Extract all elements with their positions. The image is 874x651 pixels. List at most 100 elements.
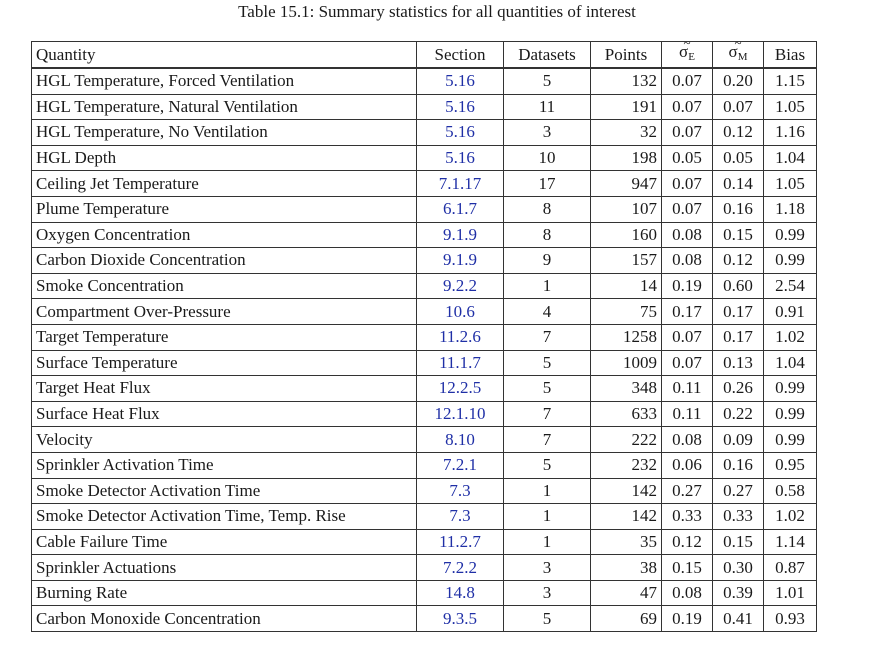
cell-bias: 0.87: [763, 554, 817, 581]
cell-section-link[interactable]: 9.1.9: [416, 247, 504, 274]
cell-section-link[interactable]: 9.1.9: [416, 221, 504, 249]
sigma-e-symbol: ~ σE: [679, 35, 695, 63]
cell-points: 75: [590, 298, 662, 325]
table-header-row: Quantity Section Datasets Points ~ σE ~ σM…: [31, 35, 817, 69]
cell-section-link[interactable]: 9.2.2: [416, 272, 504, 300]
cell-section-link[interactable]: 7.1.17: [416, 170, 504, 197]
cell-sigma-m: 0.15: [712, 528, 764, 556]
cell-sigma-m: 0.26: [712, 375, 764, 402]
cell-section-link[interactable]: 7.2.1: [416, 451, 504, 479]
cell-quantity: Ceiling Jet Temperature: [31, 170, 417, 197]
table-row: Smoke Detector Activation Time 7.3 1 142 0.2…: [31, 477, 817, 505]
cell-section-link[interactable]: 5.16: [416, 119, 504, 146]
cell-sigma-e: 0.33: [661, 503, 713, 530]
cell-datasets: 8: [503, 195, 591, 223]
header-points: Points: [590, 41, 662, 69]
cell-section-link[interactable]: 12.1.10: [416, 400, 504, 428]
table-row: HGL Temperature, Forced Ventilation 5.16 5…: [31, 67, 817, 95]
cell-quantity: Burning Rate: [31, 579, 417, 607]
cell-section-link[interactable]: 8.10: [416, 426, 504, 453]
sigma-m-symbol: ~ σM: [728, 35, 748, 63]
cell-section-link[interactable]: 11.1.7: [416, 349, 504, 377]
cell-section-link[interactable]: 12.2.5: [416, 375, 504, 402]
cell-section-link[interactable]: 14.8: [416, 579, 504, 607]
cell-bias: 1.15: [763, 67, 817, 95]
cell-sigma-e: 0.11: [661, 400, 713, 428]
cell-datasets: 7: [503, 400, 591, 428]
cell-bias: 0.93: [763, 605, 817, 633]
cell-sigma-m: 0.14: [712, 170, 764, 197]
cell-section-link[interactable]: 6.1.7: [416, 195, 504, 223]
cell-bias: 1.02: [763, 323, 817, 351]
cell-points: 222: [590, 426, 662, 453]
cell-datasets: 10: [503, 144, 591, 172]
cell-quantity: Surface Heat Flux: [31, 400, 417, 428]
header-sigma-m: ~ σM: [712, 35, 764, 69]
cell-datasets: 5: [503, 67, 591, 95]
cell-quantity: Surface Temperature: [31, 349, 417, 377]
cell-sigma-m: 0.41: [712, 605, 764, 633]
cell-section-link[interactable]: 5.16: [416, 67, 504, 95]
cell-quantity: Sprinkler Actuations: [31, 554, 417, 581]
cell-sigma-m: 0.60: [712, 272, 764, 300]
cell-bias: 0.99: [763, 400, 817, 428]
cell-quantity: Plume Temperature: [31, 195, 417, 223]
table-row: Surface Heat Flux 12.1.10 7 633 0.11 0.22 0.99: [31, 400, 817, 428]
cell-quantity: HGL Temperature, No Ventilation: [31, 119, 417, 146]
cell-section-link[interactable]: 7.3: [416, 477, 504, 505]
table-row: HGL Depth 5.16 10 198 0.05 0.05 1.04: [31, 144, 817, 172]
header-bias: Bias: [763, 41, 817, 69]
cell-points: 132: [590, 67, 662, 95]
cell-points: 232: [590, 451, 662, 479]
cell-bias: 1.05: [763, 93, 817, 121]
cell-sigma-m: 0.07: [712, 93, 764, 121]
cell-section-link[interactable]: 10.6: [416, 298, 504, 325]
cell-quantity: Sprinkler Activation Time: [31, 451, 417, 479]
table-caption: Table 15.1: Summary statistics for all q…: [238, 2, 636, 21]
cell-points: 47: [590, 579, 662, 607]
cell-section-link[interactable]: 11.2.7: [416, 528, 504, 556]
cell-section-link[interactable]: 11.2.6: [416, 323, 504, 351]
cell-section-link[interactable]: 5.16: [416, 144, 504, 172]
table-row: HGL Temperature, No Ventilation 5.16 3 32 0.…: [31, 119, 817, 146]
cell-quantity: Smoke Concentration: [31, 272, 417, 300]
cell-sigma-e: 0.27: [661, 477, 713, 505]
cell-datasets: 1: [503, 272, 591, 300]
cell-points: 157: [590, 247, 662, 274]
cell-sigma-m: 0.13: [712, 349, 764, 377]
cell-quantity: Cable Failure Time: [31, 528, 417, 556]
cell-sigma-m: 0.17: [712, 298, 764, 325]
cell-bias: 1.01: [763, 579, 817, 607]
cell-sigma-m: 0.12: [712, 119, 764, 146]
cell-section-link[interactable]: 7.2.2: [416, 554, 504, 581]
cell-section-link[interactable]: 5.16: [416, 93, 504, 121]
cell-datasets: 5: [503, 375, 591, 402]
cell-sigma-e: 0.05: [661, 144, 713, 172]
header-datasets: Datasets: [503, 41, 591, 69]
cell-sigma-e: 0.08: [661, 579, 713, 607]
cell-datasets: 5: [503, 451, 591, 479]
cell-sigma-e: 0.08: [661, 221, 713, 249]
cell-bias: 1.18: [763, 195, 817, 223]
cell-sigma-m: 0.05: [712, 144, 764, 172]
cell-section-link[interactable]: 9.3.5: [416, 605, 504, 633]
cell-bias: 2.54: [763, 272, 817, 300]
cell-points: 107: [590, 195, 662, 223]
cell-sigma-m: 0.09: [712, 426, 764, 453]
table-row: Sprinkler Activation Time 7.2.1 5 232 0.06 0.…: [31, 451, 817, 479]
cell-datasets: 5: [503, 605, 591, 633]
cell-quantity: Smoke Detector Activation Time, Temp. Ri…: [31, 503, 417, 530]
cell-sigma-e: 0.15: [661, 554, 713, 581]
cell-datasets: 4: [503, 298, 591, 325]
cell-datasets: 11: [503, 93, 591, 121]
cell-bias: 1.02: [763, 503, 817, 530]
table-row: Plume Temperature 6.1.7 8 107 0.07 0.16 1.18: [31, 195, 817, 223]
cell-datasets: 3: [503, 119, 591, 146]
cell-bias: 0.58: [763, 477, 817, 505]
cell-sigma-e: 0.06: [661, 451, 713, 479]
cell-quantity: Compartment Over-Pressure: [31, 298, 417, 325]
cell-sigma-e: 0.07: [661, 93, 713, 121]
cell-datasets: 7: [503, 426, 591, 453]
cell-section-link[interactable]: 7.3: [416, 503, 504, 530]
cell-datasets: 1: [503, 503, 591, 530]
